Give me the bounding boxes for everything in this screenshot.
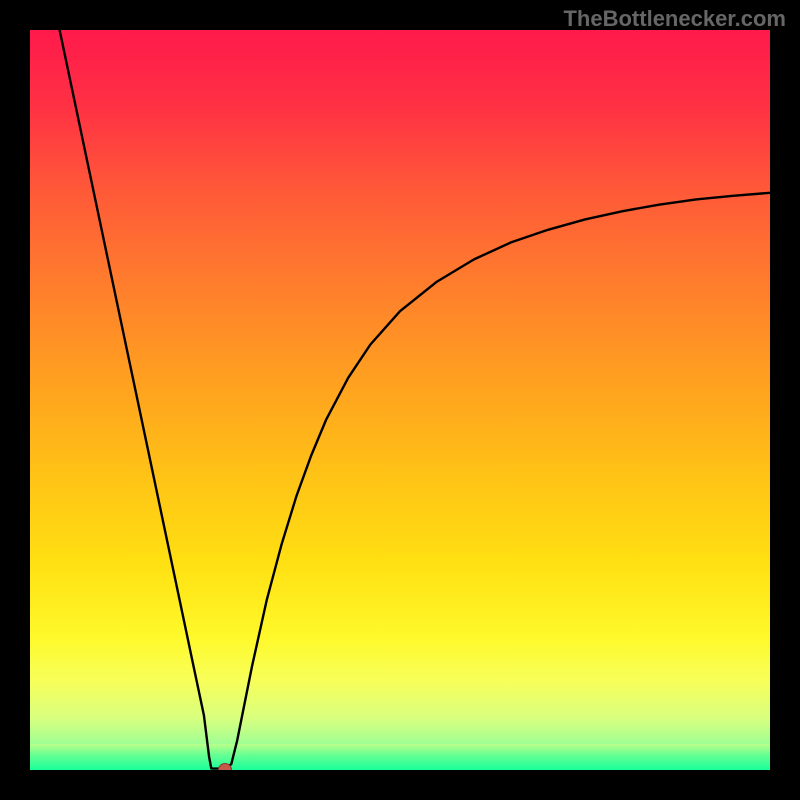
chart-plot-area: [30, 30, 770, 770]
bottleneck-curve: [30, 30, 770, 770]
curve-path: [60, 30, 770, 769]
optimum-marker: [218, 763, 232, 770]
watermark-text: TheBottlenecker.com: [563, 6, 786, 32]
plot-outer-frame: [0, 0, 800, 800]
